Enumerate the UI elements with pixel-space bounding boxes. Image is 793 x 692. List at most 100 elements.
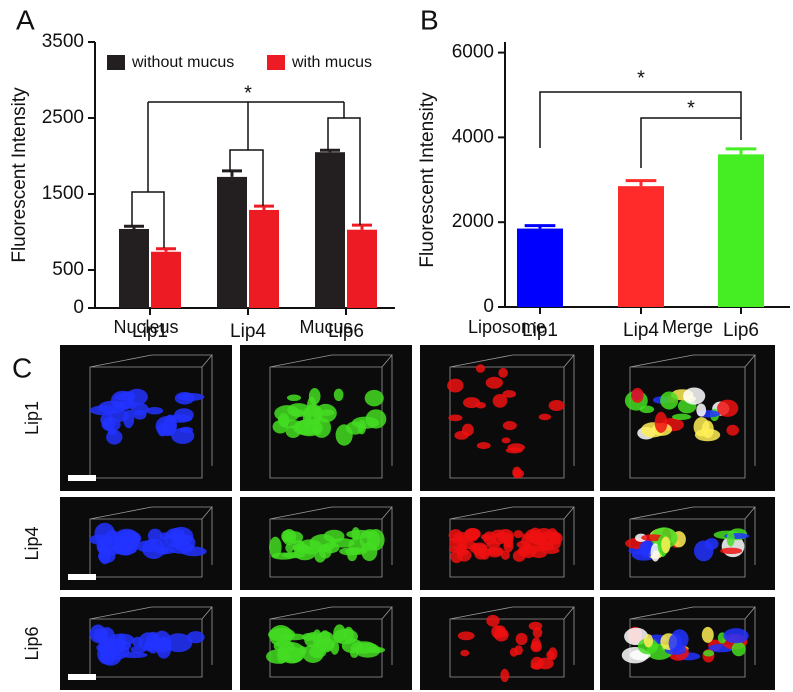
signal-blob: [89, 405, 117, 416]
signal-blob: [167, 533, 189, 540]
y-axis-label: Fluorescent Intensity: [417, 92, 438, 268]
row-header: Lip4: [22, 526, 42, 560]
signal-blob: [282, 528, 297, 546]
column-header: Merge: [662, 317, 713, 337]
signal-blob: [292, 540, 306, 553]
bar: [718, 154, 764, 307]
signal-blob: [457, 631, 475, 641]
error-bar: [124, 224, 144, 229]
signal-blob: [143, 639, 167, 651]
signal-blob: [351, 416, 379, 429]
signal-blob: [683, 387, 706, 405]
signal-blob: [107, 427, 117, 436]
error-bar: [352, 223, 372, 230]
row-header: Lip6: [22, 626, 42, 660]
signal-blob: [500, 550, 510, 560]
significance-star: *: [637, 67, 645, 89]
signal-blob: [179, 426, 194, 434]
signal-blob: [454, 430, 469, 440]
y-tick-label: 0: [483, 296, 494, 317]
signal-blob: [177, 393, 205, 401]
bar: [217, 176, 247, 308]
x-tick-label: Lip4: [230, 321, 266, 342]
y-tick-label: 0: [73, 297, 84, 318]
x-tick-label: Lip4: [623, 320, 659, 341]
bar: [517, 228, 563, 307]
y-tick-label: 6000: [452, 42, 494, 63]
signal-blob: [492, 394, 508, 408]
x-tick-label: Lip1: [522, 320, 558, 341]
x-tick-label: Lip6: [723, 320, 759, 341]
significance-bracket: [539, 91, 742, 148]
signal-blob: [703, 650, 715, 657]
column-header: Liposome: [468, 317, 546, 337]
signal-blob: [146, 407, 164, 415]
wireframe-box: [89, 354, 213, 479]
signal-blob: [347, 550, 358, 562]
signal-blob: [726, 424, 739, 436]
signal-blob: [447, 378, 464, 393]
wireframe-box: [89, 606, 213, 678]
signal-blob: [717, 399, 739, 417]
signal-blob: [125, 532, 139, 542]
signal-blob: [349, 647, 359, 659]
wireframe-box: [89, 506, 213, 578]
signal-blob: [503, 541, 513, 548]
signal-blob: [530, 662, 542, 670]
signal-blob: [701, 626, 714, 643]
signal-blob: [731, 641, 746, 657]
y-axis-label: Fluorescent Intensity: [9, 87, 30, 263]
signal-blob: [278, 642, 306, 664]
signal-blob: [109, 409, 130, 422]
signal-blob: [668, 633, 683, 653]
signal-blob: [531, 637, 541, 651]
y-tick-label: 2000: [452, 211, 494, 232]
x-tick-label: Lip1: [132, 321, 168, 342]
signal-blob: [456, 543, 468, 551]
signal-blob: [312, 629, 322, 647]
signal-blob: [133, 409, 147, 420]
signal-blob: [281, 633, 306, 641]
signal-blob: [475, 364, 486, 373]
error-bar: [222, 169, 242, 177]
signal-blob: [474, 548, 488, 560]
signal-blob: [460, 649, 470, 657]
scale-bar: [68, 574, 96, 580]
signal-blob: [308, 388, 321, 405]
signal-blob: [102, 417, 116, 431]
signal-blob: [512, 466, 522, 479]
signal-blob: [548, 647, 558, 661]
signal-blob: [364, 389, 384, 407]
signal-blob: [483, 534, 492, 542]
bar: [315, 152, 345, 308]
signal-blob: [693, 417, 710, 437]
signal-blob: [631, 387, 644, 403]
significance-bracket: [229, 149, 264, 206]
significance-star: *: [244, 82, 252, 104]
column-header: Mucus: [299, 317, 352, 337]
signal-blob: [167, 414, 193, 423]
signal-blob: [99, 647, 122, 666]
row-header: Lip1: [22, 401, 42, 435]
signal-blob: [639, 540, 655, 558]
signal-blob: [302, 644, 324, 664]
y-tick-label: 3500: [42, 31, 84, 52]
wireframe-box: [449, 354, 575, 479]
panel-label: C: [12, 352, 32, 383]
legend-label: with mucus: [291, 54, 372, 71]
y-tick-label: 2500: [42, 107, 84, 128]
wireframe-box: [269, 354, 393, 479]
signal-blob: [448, 414, 463, 422]
signal-blob: [455, 548, 469, 556]
error-bar: [254, 204, 274, 210]
error-bar: [524, 224, 556, 229]
signal-blob: [367, 529, 385, 551]
error-bar: [320, 148, 340, 153]
signal-blob: [319, 409, 335, 416]
legend-swatch: [267, 55, 285, 70]
bar: [347, 229, 377, 308]
signal-blob: [502, 390, 517, 398]
signal-blob: [502, 420, 517, 431]
signal-blob: [113, 640, 132, 652]
signal-blob: [654, 411, 668, 433]
